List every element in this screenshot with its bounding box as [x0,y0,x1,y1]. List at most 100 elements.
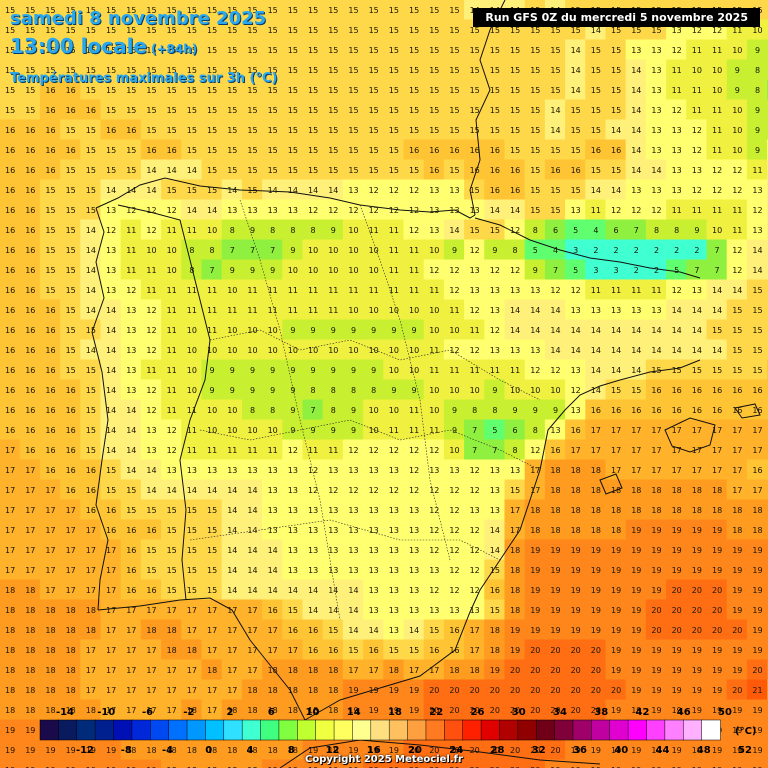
temperature-value: 15 [449,106,459,115]
temperature-cell [403,459,425,481]
temperature-cell [120,79,142,101]
temperature-cell [363,99,385,121]
temperature-cell [140,479,163,501]
temperature-value: 17 [207,686,217,695]
temperature-cell [746,139,768,161]
temperature-value: 19 [530,546,540,555]
temperature-cell [666,479,688,501]
temperature-cell [0,379,21,401]
temperature-value: 17 [106,686,116,695]
temperature-value: 16 [712,386,722,395]
temperature-value: 15 [207,46,217,55]
temperature-cell [686,219,708,241]
temperature-value: 10 [227,346,237,355]
temperature-value: 15 [187,586,197,595]
temperature-value: 16 [571,166,581,175]
temperature-value: 20 [530,666,540,675]
temperature-value: 16 [126,566,136,575]
temperature-cell [120,279,142,301]
temperature-value: 15 [510,146,520,155]
temperature-cell [585,459,607,481]
temperature-value: 20 [510,706,520,715]
temperature-value: 18 [207,666,217,675]
temperature-value: 15 [409,646,419,655]
temperature-value: 19 [631,686,641,695]
temperature-value: 16 [5,146,15,155]
temperature-value: 16 [5,426,15,435]
temperature-value: 14 [611,366,621,375]
temperature-cell [322,279,344,301]
temperature-value: 16 [45,146,55,155]
temperature-cell [443,439,466,461]
temperature-value: 15 [530,86,540,95]
temperature-cell [605,319,627,341]
temperature-value: 15 [247,106,257,115]
temperature-cell [625,459,647,481]
temperature-value: 14 [106,346,116,355]
temperature-value: 14 [288,186,298,195]
temperature-value: 15 [146,86,156,95]
temperature-cell [464,459,486,481]
temperature-cell [60,439,82,461]
temperature-cell [120,339,142,361]
temperature-value: 12 [550,366,560,375]
temperature-cell [625,259,647,281]
temperature-value: 17 [268,626,278,635]
temperature-cell [0,519,21,541]
temperature-cell [726,119,748,141]
temperature-cell [181,39,203,61]
temperature-value: 14 [348,586,358,595]
temperature-cell [403,179,425,201]
temperature-value: 16 [45,326,55,335]
temperature-value: 15 [611,86,621,95]
temperature-value: 18 [672,486,682,495]
temperature-value: 15 [66,166,76,175]
temperature-cell [241,99,264,121]
temperature-value: 17 [126,686,136,695]
temperature-value: 12 [389,446,399,455]
temperature-cell [282,179,304,201]
temperature-cell [282,0,304,21]
temperature-value: 19 [5,726,15,735]
temperature-value: 13 [692,286,702,295]
temperature-value: 15 [389,166,399,175]
temperature-value: 17 [66,526,76,535]
temperature-value: 12 [692,146,702,155]
temperature-value: 9 [735,66,740,75]
temperature-value: 16 [5,266,15,275]
temperature-value: 19 [550,626,560,635]
temperature-value: 3 [593,266,598,275]
temperature-cell [726,259,748,281]
temperature-cell [302,259,324,281]
temperature-cell [726,299,748,321]
temperature-cell [464,399,486,421]
temperature-cell [181,339,203,361]
temperature-value: 17 [510,526,520,535]
temperature-value: 13 [227,466,237,475]
temperature-value: 19 [692,666,702,675]
temperature-value: 10 [712,66,722,75]
temperature-value: 16 [752,466,762,475]
temperature-value: 15 [288,146,298,155]
temperature-value: 17 [187,606,197,615]
temperature-value: 12 [167,206,177,215]
temperature-value: 8 [270,406,275,415]
temperature-value: 16 [429,646,439,655]
temperature-value: 20 [550,666,560,675]
temperature-value: 11 [732,226,742,235]
temperature-cell [443,239,466,261]
temperature-cell [645,59,668,81]
temperature-value: 9 [452,426,457,435]
temperature-cell [322,239,344,261]
temperature-cell [484,39,506,61]
temperature-value: 15 [268,86,278,95]
temperature-value: 15 [268,6,278,15]
temperature-cell [19,399,41,421]
temperature-cell [80,359,102,381]
temperature-value: 15 [288,86,298,95]
temperature-value: 11 [692,206,702,215]
temperature-value: 15 [308,86,318,95]
temperature-value: 15 [308,146,318,155]
temperature-cell [363,19,385,41]
temperature-value: 10 [470,386,480,395]
